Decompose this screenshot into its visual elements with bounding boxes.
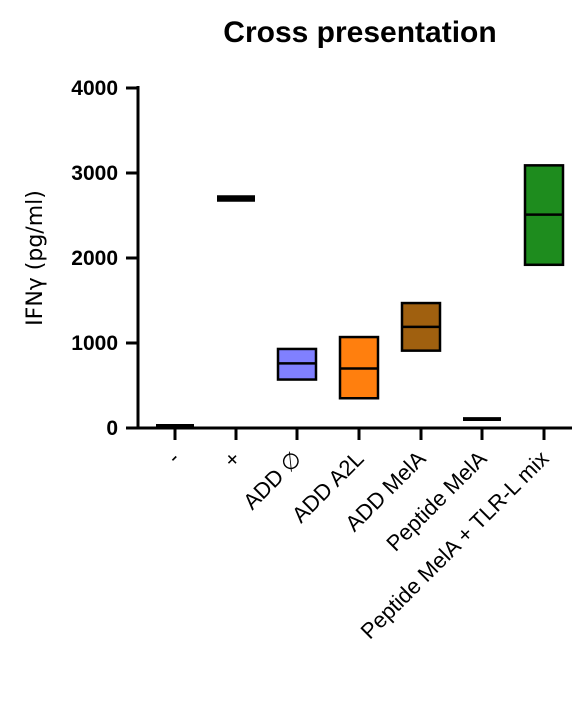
y-axis-label: IFNγ (pg/ml) [23,190,48,326]
chart-title: Cross presentation [223,16,496,49]
y-tick-label: 2000 [71,247,118,270]
y-tick-label: 3000 [71,162,118,185]
y-tick-label: 0 [106,417,118,440]
box-6 [523,164,565,267]
box-2 [276,347,318,381]
y-tick-label: 1000 [71,332,118,355]
y-tick-label: 4000 [71,77,118,100]
box-4 [400,301,442,352]
box-3 [338,335,380,400]
x-tick-label: + [219,446,246,473]
x-tick-label: - [162,446,185,469]
boxes-group [156,164,565,428]
